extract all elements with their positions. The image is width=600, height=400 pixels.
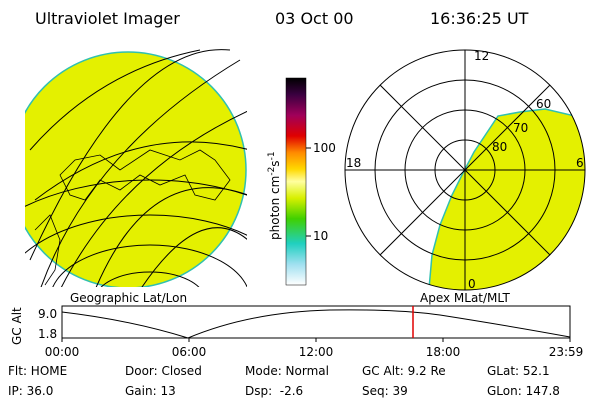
status-field: GLon: 147.8 — [487, 384, 560, 398]
x-tick-label: 18:00 — [426, 345, 461, 359]
footer: Flt: HOME Door: Closed Mode: Normal GC Alt:… — [8, 364, 560, 398]
status-field: Door: Closed — [125, 364, 202, 378]
x-tick-label: 06:00 — [172, 345, 207, 359]
colorbar-tick-label: 10 — [313, 229, 328, 243]
status-field: Dsp: -2.6 — [245, 384, 303, 398]
mlat-label: 60 — [536, 97, 551, 111]
exponent: -2 — [267, 167, 277, 176]
mlt-label: 12 — [474, 49, 489, 63]
polar-plot: 12 18 6 0 80 70 60 — [344, 49, 586, 291]
status-field: GLat: 52.1 — [487, 364, 550, 378]
unit: s — [268, 160, 282, 166]
status-field: Flt: HOME — [8, 364, 67, 378]
y-tick-label: 1.8 — [38, 327, 57, 341]
mlat-label: 80 — [492, 140, 507, 154]
caption: Geographic Lat/Lon — [70, 291, 187, 305]
status-field: Mode: Normal — [245, 364, 329, 378]
geo-image — [25, 49, 247, 287]
x-tick-label: 23:59 — [549, 345, 584, 359]
y-label: GC Alt — [10, 307, 24, 345]
y-tick-label: 9.0 — [38, 307, 57, 321]
status-field: Gain: 13 — [125, 384, 176, 398]
exponent: -1 — [267, 151, 277, 160]
mlt-label: 0 — [468, 277, 476, 291]
colorbar-tick-label: 100 — [313, 141, 336, 155]
colorbar-label: photon cm-2s-1 — [267, 151, 282, 240]
timeline: GC Alt 9.0 1.8 00:00 06:00 12:00 18:00 2… — [10, 305, 584, 359]
status-field: IP: 36.0 — [8, 384, 53, 398]
title: Ultraviolet Imager — [35, 9, 180, 28]
mlt-label: 18 — [346, 156, 361, 170]
caption: Apex MLat/MLT — [420, 291, 510, 305]
mlat-label: 70 — [513, 121, 528, 135]
status-field: Seq: 39 — [362, 384, 408, 398]
x-tick-label: 12:00 — [299, 345, 334, 359]
time: 16:36:25 UT — [430, 9, 529, 28]
date: 03 Oct 00 — [275, 9, 354, 28]
unit: photon cm — [268, 176, 282, 240]
colorbar — [285, 77, 307, 286]
x-tick-label: 00:00 — [45, 345, 80, 359]
status-field: GC Alt: 9.2 Re — [362, 364, 446, 378]
mlt-label: 6 — [576, 156, 584, 170]
